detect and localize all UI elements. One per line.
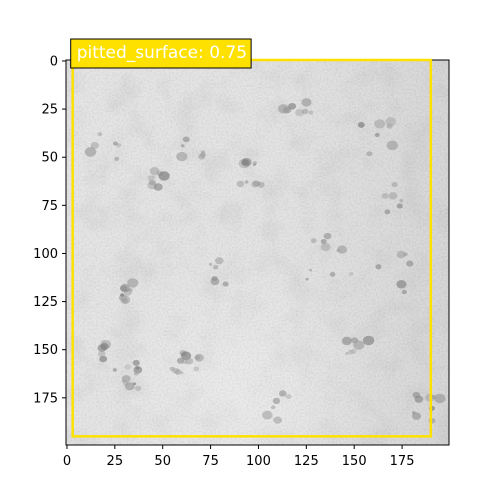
- y-tick-label: 50: [41, 151, 58, 166]
- y-tick-label: 125: [33, 295, 58, 310]
- y-tick-label: 0: [50, 54, 58, 69]
- y-tick-label: 175: [33, 391, 58, 406]
- x-tick-label: 25: [107, 454, 124, 469]
- detection-overlay: pitted_surface: 0.75: [70, 38, 433, 438]
- x-tick-label: 100: [246, 454, 271, 469]
- x-axis-ticks: 0 25 50 75 100 125 150 175: [63, 445, 415, 469]
- x-tick-label: 75: [202, 454, 219, 469]
- y-tick-label: 100: [33, 247, 58, 262]
- y-tick-label: 150: [33, 343, 58, 358]
- surface-image: [66, 60, 449, 445]
- x-tick-label: 0: [63, 454, 71, 469]
- x-tick-label: 150: [342, 454, 367, 469]
- y-axis-ticks: 0 25 50 75 100 125 150 175: [33, 54, 66, 406]
- x-tick-label: 175: [390, 454, 415, 469]
- detection-box: [71, 58, 433, 438]
- x-tick-label: 50: [154, 454, 171, 469]
- y-tick-label: 25: [41, 103, 58, 118]
- detection-label-background: [70, 38, 252, 69]
- x-tick-label: 125: [294, 454, 319, 469]
- y-tick-label: 75: [41, 199, 58, 214]
- detection-label: pitted_surface: 0.75: [77, 43, 247, 63]
